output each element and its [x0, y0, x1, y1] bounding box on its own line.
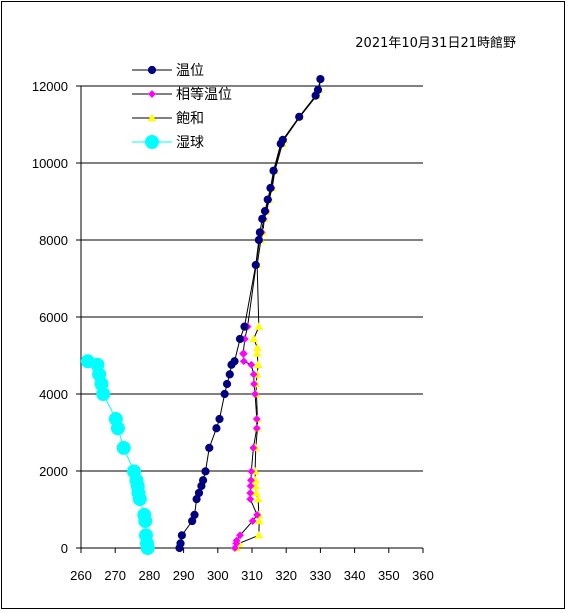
data-point [252, 415, 261, 423]
axes [76, 85, 424, 553]
data-point [232, 536, 241, 545]
y-tick-label: 8000 [39, 233, 68, 248]
x-tick-label: 300 [207, 568, 229, 583]
legend-marker [148, 90, 156, 98]
tick-labels: 0 2000 4000 6000 8000 10000 12000 260 270 280 290 3… [32, 79, 434, 583]
data-point [246, 482, 255, 490]
data-point [240, 322, 249, 331]
data-point [225, 370, 234, 379]
data-point [251, 390, 259, 398]
legend-label: 温位 [176, 63, 204, 79]
x-tick-label: 350 [378, 568, 400, 583]
data-point [255, 228, 264, 237]
x-tick-label: 320 [275, 568, 297, 583]
grid-lines [81, 85, 423, 472]
data-point [108, 412, 123, 427]
x-tick-label: 280 [139, 568, 161, 583]
x-tick-label: 360 [412, 568, 434, 583]
data-series [80, 74, 325, 555]
x-tick-label: 260 [70, 568, 92, 583]
data-point [239, 357, 248, 366]
legend-label: 湿球 [176, 135, 204, 151]
data-point [137, 507, 152, 522]
data-point [254, 235, 263, 245]
data-point [215, 414, 224, 424]
data-point [249, 370, 258, 379]
series-0 [175, 74, 325, 553]
y-tick-label: 6000 [39, 310, 68, 325]
data-point [266, 183, 275, 193]
data-point [251, 488, 261, 497]
series-line [234, 78, 321, 549]
data-point [220, 389, 229, 399]
y-tick-label: 0 [61, 541, 68, 556]
data-point [236, 531, 244, 540]
y-tick-label: 10000 [32, 156, 68, 171]
data-point [260, 207, 270, 216]
y-tick-label: 4000 [39, 387, 68, 402]
data-point [222, 379, 232, 389]
data-point [235, 334, 245, 344]
data-point [246, 495, 255, 504]
data-point [176, 539, 185, 548]
data-point [201, 467, 210, 476]
data-point [212, 424, 221, 433]
data-point [247, 467, 256, 476]
data-point [254, 530, 264, 539]
data-point [190, 510, 199, 519]
data-point [263, 195, 272, 204]
legend-label: 相等温位 [176, 86, 232, 103]
data-point [239, 349, 248, 358]
y-tick-label: 2000 [39, 464, 68, 479]
data-point [253, 360, 263, 368]
x-tick-label: 290 [173, 568, 195, 583]
data-point [194, 488, 204, 498]
data-point [247, 476, 255, 485]
series-3 [80, 354, 155, 555]
data-point [252, 424, 261, 433]
data-point [138, 528, 153, 543]
data-point [313, 85, 323, 94]
data-point [247, 360, 256, 369]
x-tick-label: 330 [310, 568, 332, 583]
data-point [278, 135, 287, 144]
y-tick-label: 12000 [32, 79, 68, 94]
data-point [251, 260, 260, 270]
x-tick-label: 340 [344, 568, 366, 583]
data-point [80, 354, 95, 369]
data-point [250, 380, 258, 388]
data-point [295, 112, 304, 121]
data-point [253, 343, 262, 352]
data-point [269, 166, 278, 175]
data-point [316, 74, 325, 84]
data-point [253, 494, 263, 503]
data-point [177, 531, 186, 540]
data-point [249, 443, 258, 452]
legend-marker [147, 65, 157, 75]
x-tick-label: 310 [241, 568, 263, 583]
series-1 [230, 75, 325, 552]
chart-title: 2021年10月31日21時館野 [355, 36, 516, 51]
data-point [253, 510, 262, 519]
data-point [258, 214, 267, 223]
legend-label: 飽和 [176, 110, 204, 127]
data-point [252, 349, 262, 357]
data-point [254, 516, 264, 525]
data-point [230, 357, 239, 366]
data-point [246, 489, 255, 497]
data-point [248, 517, 257, 525]
data-point [249, 334, 258, 343]
data-point [116, 440, 131, 455]
legend-marker [145, 135, 159, 149]
data-point [254, 322, 264, 330]
data-point [198, 476, 208, 485]
legend-marker [147, 113, 157, 122]
data-point [127, 464, 142, 479]
x-tick-label: 270 [104, 568, 126, 583]
data-point [205, 443, 214, 452]
